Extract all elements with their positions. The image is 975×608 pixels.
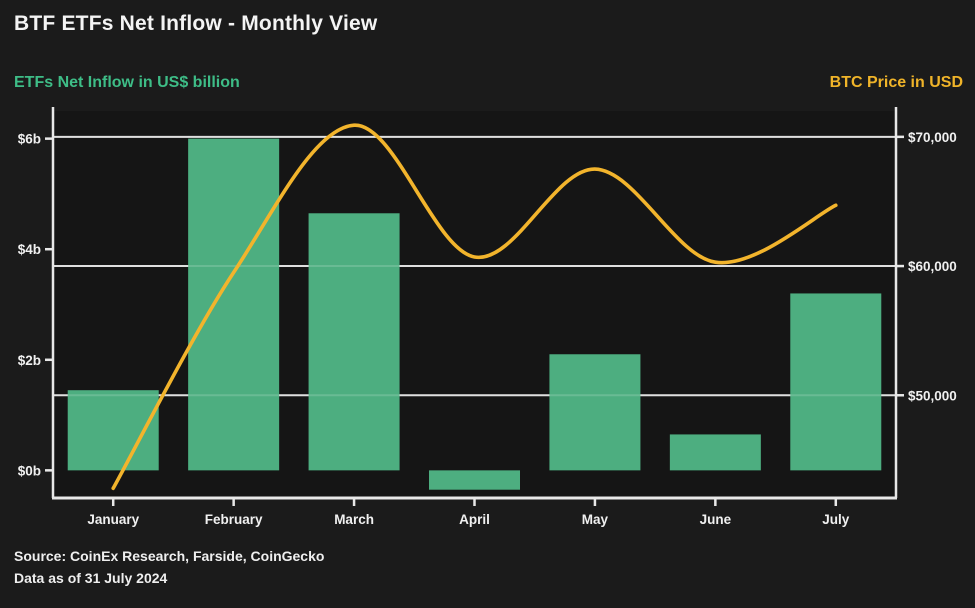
source-note: Source: CoinEx Research, Farside, CoinGe…: [14, 548, 325, 564]
bar-february: [188, 138, 280, 471]
bar-march: [308, 213, 400, 471]
x-tick-label: February: [205, 512, 263, 527]
as-of-date: Data as of 31 July 2024: [14, 570, 168, 586]
plot-background: [53, 111, 896, 498]
btc-price-line: [111, 123, 838, 491]
x-tick-label: January: [87, 512, 139, 527]
right-axis-tick-label: $60,000: [908, 259, 957, 274]
chart-title: BTF ETFs Net Inflow - Monthly View: [14, 12, 378, 35]
left-axis-tick-label: $6b: [18, 132, 41, 147]
left-axis-tick-label: $4b: [18, 242, 41, 257]
x-tick-label: April: [459, 512, 490, 527]
bar-april: [429, 470, 520, 490]
right-axis-tick-label: $70,000: [908, 130, 957, 145]
left-axis-tick-label: $2b: [18, 353, 41, 368]
x-tick-label: June: [700, 512, 732, 527]
bar-may: [549, 354, 641, 471]
right-axis-tick-label: $50,000: [908, 388, 957, 403]
right-axis-title: BTC Price in USD: [829, 74, 963, 91]
x-tick-label: May: [582, 512, 609, 527]
x-tick-label: March: [334, 512, 374, 527]
left-axis-title: ETFs Net Inflow in US$ billion: [14, 74, 240, 91]
left-axis-tick-label: $0b: [18, 463, 41, 478]
x-tick-label: July: [822, 512, 850, 527]
bar-june: [669, 434, 761, 471]
bar-july: [790, 293, 882, 471]
